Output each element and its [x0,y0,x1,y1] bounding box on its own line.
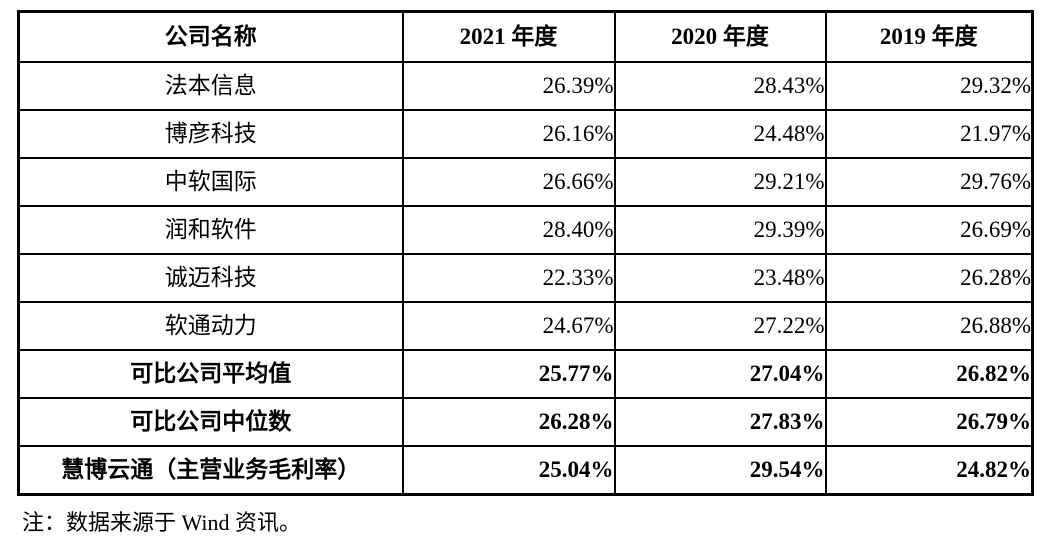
value-cell: 26.79% [824,397,1034,447]
value-cell: 29.39% [613,205,827,255]
column-header-2020: 2020 年度 [613,10,827,63]
value-cell: 24.82% [824,445,1034,496]
table-row: 博彦科技 26.16% 24.48% 21.97% [17,109,1034,159]
value-cell: 29.21% [613,157,827,207]
value-cell: 26.66% [401,157,616,207]
company-name-cell: 慧博云通（主营业务毛利率） [17,445,404,496]
value-cell: 29.32% [824,61,1034,111]
company-name-cell: 润和软件 [17,205,404,255]
company-name-cell: 可比公司中位数 [17,397,404,447]
value-cell: 26.16% [401,109,616,159]
table-row: 可比公司中位数 26.28% 27.83% 26.79% [17,397,1034,447]
value-cell: 24.48% [613,109,827,159]
company-name-cell: 可比公司平均值 [17,349,404,399]
value-cell: 26.82% [824,349,1034,399]
table-row: 中软国际 26.66% 29.21% 29.76% [17,157,1034,207]
table-row: 法本信息 26.39% 28.43% 29.32% [17,61,1034,111]
company-name-cell: 博彦科技 [17,109,404,159]
value-cell: 29.54% [613,445,827,496]
value-cell: 22.33% [401,253,616,303]
value-cell: 21.97% [824,109,1034,159]
company-name-cell: 软通动力 [17,301,404,351]
value-cell: 27.04% [613,349,827,399]
table-row: 可比公司平均值 25.77% 27.04% 26.82% [17,349,1034,399]
value-cell: 29.76% [824,157,1034,207]
gross-margin-comparison-table: 公司名称 2021 年度 2020 年度 2019 年度 法本信息 26.39% 2… [17,10,1034,496]
company-name-cell: 中软国际 [17,157,404,207]
value-cell: 28.43% [613,61,827,111]
value-cell: 25.77% [401,349,616,399]
table-row: 诚迈科技 22.33% 23.48% 26.28% [17,253,1034,303]
value-cell: 26.69% [824,205,1034,255]
table-row: 软通动力 24.67% 27.22% 26.88% [17,301,1034,351]
value-cell: 26.88% [824,301,1034,351]
value-cell: 27.83% [613,397,827,447]
value-cell: 25.04% [401,445,616,496]
value-cell: 26.28% [401,397,616,447]
company-name-cell: 诚迈科技 [17,253,404,303]
table-row: 润和软件 28.40% 29.39% 26.69% [17,205,1034,255]
table-body: 法本信息 26.39% 28.43% 29.32% 博彦科技 26.16% 24.48% 21… [17,61,1034,496]
table-row: 慧博云通（主营业务毛利率） 25.04% 29.54% 24.82% [17,445,1034,496]
table-header-row: 公司名称 2021 年度 2020 年度 2019 年度 [17,10,1034,63]
company-name-cell: 法本信息 [17,61,404,111]
column-header-2019: 2019 年度 [824,10,1034,63]
value-cell: 26.39% [401,61,616,111]
value-cell: 23.48% [613,253,827,303]
value-cell: 28.40% [401,205,616,255]
column-header-company-name: 公司名称 [17,10,404,63]
column-header-2021: 2021 年度 [401,10,616,63]
value-cell: 27.22% [613,301,827,351]
value-cell: 24.67% [401,301,616,351]
value-cell: 26.28% [824,253,1034,303]
source-note: 注：数据来源于 Wind 资讯。 [22,510,301,535]
